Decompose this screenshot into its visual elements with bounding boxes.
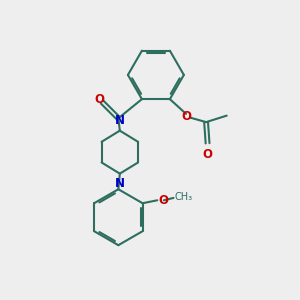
Text: O: O bbox=[182, 110, 192, 123]
Text: N: N bbox=[115, 114, 125, 127]
Text: O: O bbox=[94, 93, 104, 106]
Text: O: O bbox=[202, 148, 213, 161]
Text: CH₃: CH₃ bbox=[175, 192, 193, 202]
Text: O: O bbox=[158, 194, 169, 207]
Text: N: N bbox=[115, 178, 125, 190]
